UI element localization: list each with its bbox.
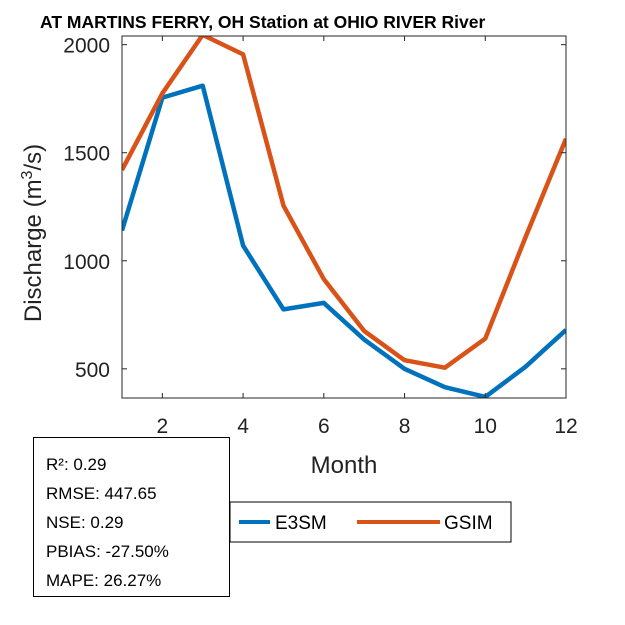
- y-axis: 500 1000 1500 2000: [63, 35, 566, 382]
- series-line-e3sm: [122, 83, 566, 398]
- stats-box: R²: 0.29 RMSE: 447.65 NSE: 0.29 PBIAS: -…: [33, 437, 230, 597]
- y-axis-label-main: Discharge (m: [20, 179, 47, 322]
- stat-nse: NSE: 0.29: [46, 513, 124, 532]
- y-axis-label: Discharge (m3/s): [19, 144, 47, 322]
- x-tick-label: 8: [399, 415, 411, 438]
- x-tick-label: 4: [237, 415, 249, 438]
- stat-pbias: PBIAS: -27.50%: [46, 542, 169, 561]
- legend-label-gsim: GSIM: [444, 513, 493, 534]
- stat-mape: MAPE: 26.27%: [46, 571, 162, 590]
- legend-label-e3sm: E3SM: [275, 513, 327, 534]
- series-line-gsim: [122, 36, 566, 370]
- y-axis-label-end: /s): [20, 144, 47, 171]
- chart-title: AT MARTINS FERRY, OH Station at OHIO RIV…: [40, 12, 486, 32]
- x-tick-label: 2: [157, 415, 169, 438]
- stat-r2: R²: 0.29: [46, 455, 107, 474]
- x-tick-label: 6: [318, 415, 330, 438]
- legend: E3SM GSIM: [229, 501, 512, 543]
- plot-area: [122, 36, 566, 398]
- plot-frame: [121, 35, 567, 399]
- x-tick-label: 12: [554, 415, 577, 438]
- stat-rmse: RMSE: 447.65: [46, 484, 157, 503]
- x-axis-label: Month: [311, 452, 378, 479]
- y-tick-label: 1000: [63, 251, 110, 274]
- x-axis: 2 4 6 8 10 12: [157, 36, 578, 438]
- y-axis-label-sup: 3: [19, 170, 36, 179]
- series-layer: [122, 36, 566, 398]
- y-tick-label: 500: [75, 359, 110, 382]
- y-tick-label: 2000: [63, 35, 110, 58]
- y-tick-label: 1500: [63, 143, 110, 166]
- x-tick-label: 10: [474, 415, 497, 438]
